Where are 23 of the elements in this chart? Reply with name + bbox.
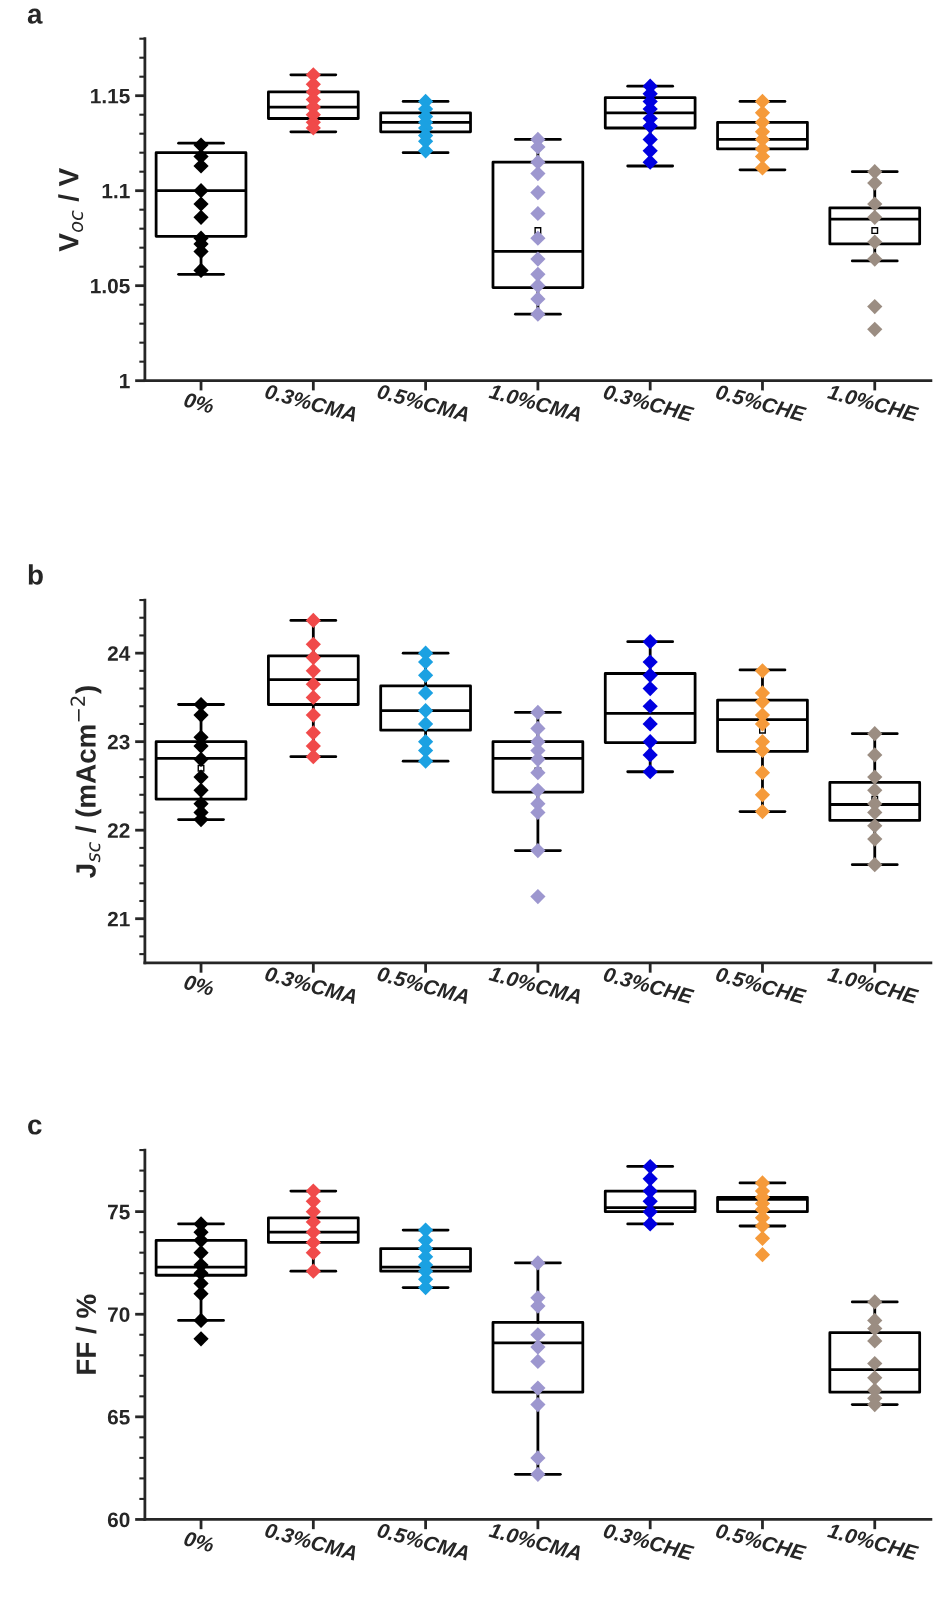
y-tick-label: 1.1 bbox=[102, 183, 130, 199]
y-tick-label: 70 bbox=[108, 1307, 130, 1322]
y-axis-title: J$_{sc}$ / (mAcm$^{−2}$) bbox=[70, 686, 102, 878]
y-tick-label: 21 bbox=[107, 911, 130, 927]
chart-title: a bbox=[27, 8, 43, 24]
y-axis-title: FF / % bbox=[75, 1294, 97, 1374]
x-tick-label: 1.0%CHE bbox=[826, 384, 920, 422]
x-tick-label: 1.0%CHE bbox=[826, 1522, 920, 1561]
y-tick-label: 1.15 bbox=[91, 88, 130, 104]
x-tick-label: 0% bbox=[183, 974, 215, 997]
y-tick-label: 1.05 bbox=[91, 278, 130, 294]
y-tick-label: 60 bbox=[107, 1512, 130, 1528]
x-tick-label: 0% bbox=[183, 1530, 215, 1553]
y-axis-title: V$_{oc}$ / V bbox=[58, 168, 84, 252]
x-tick-label: 0% bbox=[183, 392, 215, 414]
y-tick-label: 75 bbox=[108, 1204, 130, 1220]
chart-title: b bbox=[28, 564, 43, 585]
y-tick-label: 24 bbox=[107, 646, 131, 661]
chart-title: c bbox=[28, 1119, 42, 1135]
y-tick-label: 23 bbox=[107, 734, 130, 750]
y-tick-label: 22 bbox=[107, 823, 130, 838]
y-tick-label: 1 bbox=[120, 373, 130, 389]
y-tick-label: 65 bbox=[107, 1409, 130, 1425]
